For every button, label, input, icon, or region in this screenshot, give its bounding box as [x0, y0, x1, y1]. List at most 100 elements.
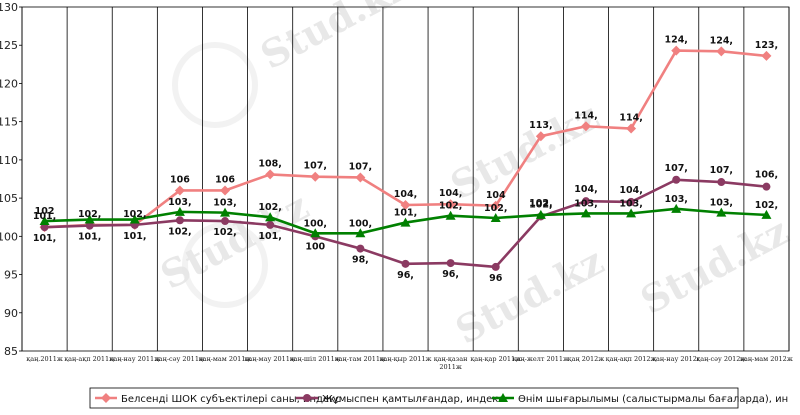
x-tick-label: қаң-шіл 2011ж	[290, 355, 341, 363]
legend-label: Белсенді ШОК субъектілері саны, индекс	[121, 393, 341, 405]
data-label: 96	[489, 273, 503, 284]
legend: Белсенді ШОК субъектілері саны, индексЖұ…	[89, 387, 788, 409]
y-tick-label: 95	[4, 269, 18, 282]
x-tick-label: қаң-нау 2011ж	[109, 355, 160, 363]
data-point	[490, 212, 501, 222]
y-tick-label: 130	[0, 1, 18, 14]
data-label: 102,	[123, 209, 146, 220]
data-point	[303, 394, 311, 402]
data-label: 107,	[664, 163, 687, 174]
watermark-text: Stud.kz	[253, 0, 416, 78]
x-tick-label: 2011ж	[439, 363, 462, 371]
data-point	[101, 393, 111, 403]
data-label: 101,	[394, 208, 417, 219]
data-label: 102,	[755, 200, 778, 211]
data-point	[671, 203, 682, 213]
data-point	[129, 214, 140, 224]
x-tick-label: қаң 2012ж	[568, 355, 605, 363]
x-tick-label: қаң-мау 2011ж	[244, 355, 296, 363]
data-point	[535, 209, 546, 219]
data-point	[400, 217, 411, 227]
legend-box	[89, 387, 739, 409]
data-point	[401, 259, 410, 268]
data-label: 96,	[397, 270, 414, 281]
data-point	[761, 209, 772, 219]
x-tick-label: қаң-там 2011ж	[335, 355, 386, 363]
data-labels: 101, 102, 102, 106 106 108, 107, 107, 104, 104, 10…	[33, 35, 778, 284]
data-label: 104	[486, 190, 506, 201]
data-label: 103,	[574, 198, 597, 209]
data-point	[40, 223, 49, 232]
data-label: 103,	[213, 198, 236, 209]
data-point	[310, 228, 321, 238]
x-tick-label: қаң-ақп 2012ж	[606, 355, 657, 363]
data-point	[716, 207, 727, 217]
y-tick-label: 120	[0, 77, 18, 90]
data-label: 96,	[442, 269, 459, 280]
data-label: 101,	[78, 232, 101, 243]
x-tick-label: қаң-нау 2012г	[652, 355, 701, 363]
data-point	[627, 197, 636, 206]
data-point	[445, 210, 456, 220]
data-point	[498, 393, 508, 402]
data-point	[535, 131, 546, 142]
x-tick-label: қаң-ақп 2011ж	[64, 355, 115, 363]
data-label: 124,	[664, 35, 687, 46]
data-label: 101,	[258, 231, 281, 242]
x-tick-label: қаң-қар 2011ж	[470, 355, 521, 363]
data-label: 100,	[349, 218, 372, 229]
y-tick-label: 115	[0, 116, 18, 129]
data-label: 102,	[213, 227, 236, 238]
data-point	[672, 175, 681, 184]
data-point	[671, 45, 682, 56]
data-point	[400, 199, 411, 210]
data-point	[266, 220, 275, 229]
data-label: 102,	[439, 201, 462, 212]
watermark-logo	[172, 42, 258, 128]
data-point	[265, 169, 276, 180]
x-tick-label: қаң-сәу 2011ж	[155, 355, 205, 363]
data-label: 106,	[755, 170, 778, 181]
data-label: 114,	[619, 113, 642, 124]
legend-label: Өнім шығарылымы (салыстырмалы бағаларда)…	[518, 393, 788, 405]
data-label: 103,	[168, 197, 191, 208]
data-point	[580, 121, 591, 132]
data-label: 100,	[304, 218, 327, 229]
x-tick-label: қаң-желт 2011ж	[513, 355, 569, 363]
data-point	[310, 171, 321, 182]
data-label: 104,	[619, 185, 642, 196]
data-label: 102,	[484, 203, 507, 214]
data-label: 104,	[574, 184, 597, 195]
y-tick-label: 110	[0, 154, 18, 167]
data-point	[84, 214, 95, 224]
y-tick-label: 100	[0, 230, 18, 243]
data-label: 102,	[168, 226, 191, 237]
watermark-text: Stud.kz	[633, 208, 796, 323]
plot-frame	[21, 6, 790, 352]
y-tick-label: 125	[0, 39, 18, 52]
data-label: 100	[305, 241, 325, 252]
legend-label: Жұмыспен қамтылғандар, индекс	[322, 394, 504, 405]
data-point	[580, 208, 591, 218]
data-label: 101,	[33, 233, 56, 244]
x-tick-label: қаң-мам 2012ж	[740, 355, 793, 363]
data-point	[491, 262, 500, 271]
data-point	[355, 228, 366, 238]
data-label: 104,	[394, 189, 417, 200]
data-label: 114,	[574, 110, 597, 121]
data-label: 102,	[529, 198, 552, 209]
x-tick-label: қаң.2011ж	[26, 355, 63, 363]
data-point	[626, 123, 637, 134]
data-label: 102,	[78, 209, 101, 220]
data-label: 113,	[529, 120, 552, 131]
x-tick-label: қаң-сәу 2012ж	[696, 355, 746, 363]
data-label: 98,	[352, 255, 369, 266]
data-label: 107,	[349, 161, 372, 172]
data-point	[626, 208, 637, 218]
data-label: 102	[35, 206, 55, 217]
data-point	[446, 259, 455, 268]
data-label: 123,	[755, 40, 778, 51]
data-point	[490, 200, 501, 211]
